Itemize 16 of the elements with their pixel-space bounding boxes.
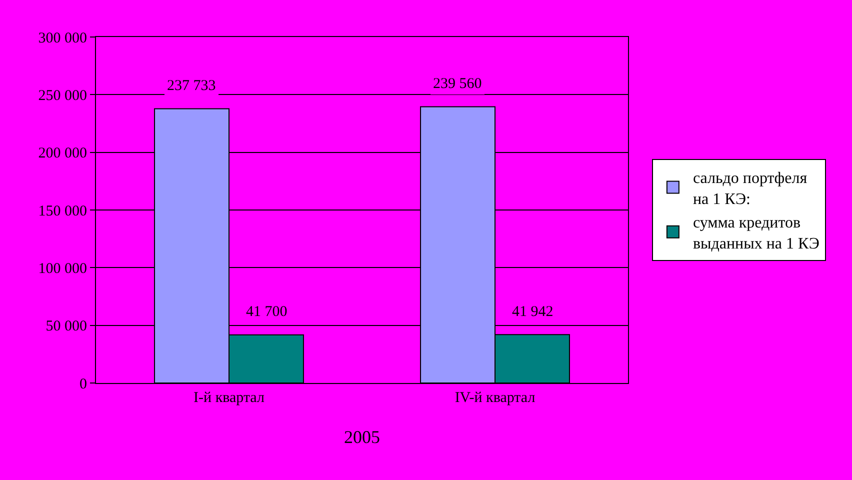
x-axis-title: 2005 <box>344 427 380 448</box>
y-tick-label: 200 000 <box>38 146 87 162</box>
legend-label: сальдо портфеля на 1 КЭ: <box>692 170 808 208</box>
y-tick-label: 50 000 <box>46 318 87 335</box>
data-label: 41 942 <box>512 304 554 320</box>
legend-label: сумма кредитов выданных на 1 КЭ <box>692 214 820 253</box>
data-label: 41 700 <box>246 304 288 320</box>
data-label: 239 560 <box>433 76 482 92</box>
y-tick-label: 0 <box>80 376 87 392</box>
y-tick-label: 150 000 <box>38 203 87 220</box>
y-tick-label: 300 000 <box>38 30 87 46</box>
y-tick-label: 100 000 <box>38 260 87 277</box>
data-label: 237 733 <box>167 78 216 94</box>
x-tick-label: I-й квартал <box>194 390 265 406</box>
x-tick-label: IV-й квартал <box>454 390 536 406</box>
y-tick-label: 250 000 <box>38 88 87 104</box>
